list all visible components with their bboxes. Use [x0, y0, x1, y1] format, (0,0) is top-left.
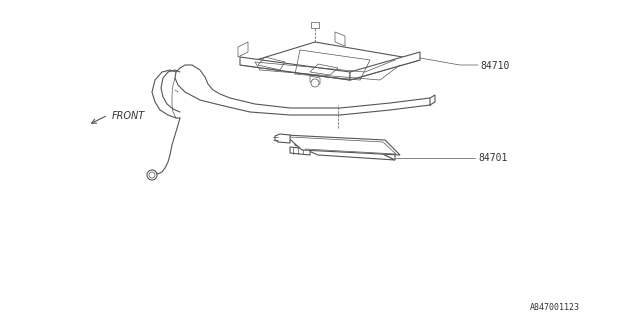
Text: 84701: 84701 [478, 153, 508, 163]
Circle shape [147, 170, 157, 180]
Circle shape [149, 172, 155, 178]
Text: FRONT: FRONT [112, 111, 145, 121]
Polygon shape [295, 145, 395, 160]
Polygon shape [240, 57, 350, 80]
Polygon shape [310, 76, 320, 84]
Polygon shape [285, 135, 400, 155]
Polygon shape [240, 42, 420, 80]
Polygon shape [350, 52, 420, 80]
Polygon shape [311, 22, 319, 28]
Text: 84710: 84710 [480, 61, 509, 71]
Polygon shape [238, 42, 248, 57]
Text: A847001123: A847001123 [530, 303, 580, 312]
Polygon shape [430, 95, 435, 105]
Polygon shape [335, 32, 345, 46]
Polygon shape [375, 142, 395, 160]
Polygon shape [275, 134, 290, 143]
Polygon shape [290, 147, 310, 155]
Polygon shape [295, 137, 375, 150]
Circle shape [311, 79, 319, 87]
